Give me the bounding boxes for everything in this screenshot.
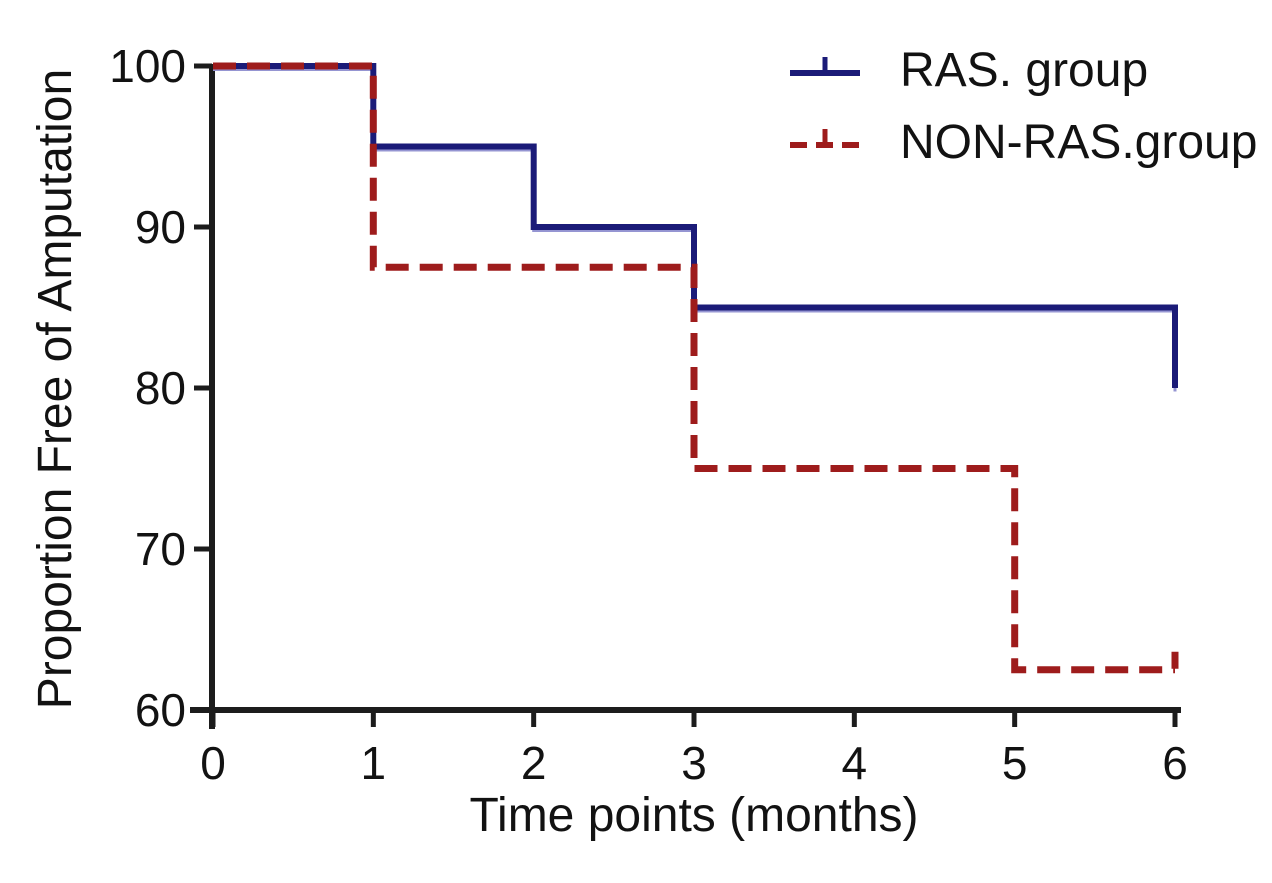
legend-item: NON-RAS.group — [788, 106, 1257, 178]
non-ras-line-marker-icon — [790, 129, 860, 148]
legend-label-ras: RAS. group — [900, 43, 1149, 97]
y-tick-label: 60 — [135, 684, 186, 736]
x-tick-label: 5 — [1002, 737, 1028, 789]
x-axis-title: Time points (months) — [469, 789, 919, 842]
x-tick-label: 4 — [842, 737, 868, 789]
y-axis-title: Proportion Free of Amputation — [29, 68, 82, 710]
y-tick-label: 70 — [135, 523, 186, 575]
y-tick-label: 80 — [135, 362, 186, 414]
x-tick-label: 1 — [361, 737, 387, 789]
x-tick-label: 2 — [521, 737, 547, 789]
y-tick-label: 100 — [109, 40, 186, 92]
x-tick-label: 6 — [1162, 737, 1188, 789]
legend-item: RAS. group — [788, 34, 1257, 106]
y-tick-label: 90 — [135, 201, 186, 253]
legend: RAS. group NON-RAS.group — [788, 34, 1257, 178]
ras-line-marker-icon — [790, 57, 860, 76]
legend-label-non-ras: NON-RAS.group — [900, 115, 1258, 169]
series-path-1 — [213, 62, 1175, 674]
x-tick-label: 0 — [200, 737, 226, 789]
x-tick-label: 3 — [681, 737, 707, 789]
